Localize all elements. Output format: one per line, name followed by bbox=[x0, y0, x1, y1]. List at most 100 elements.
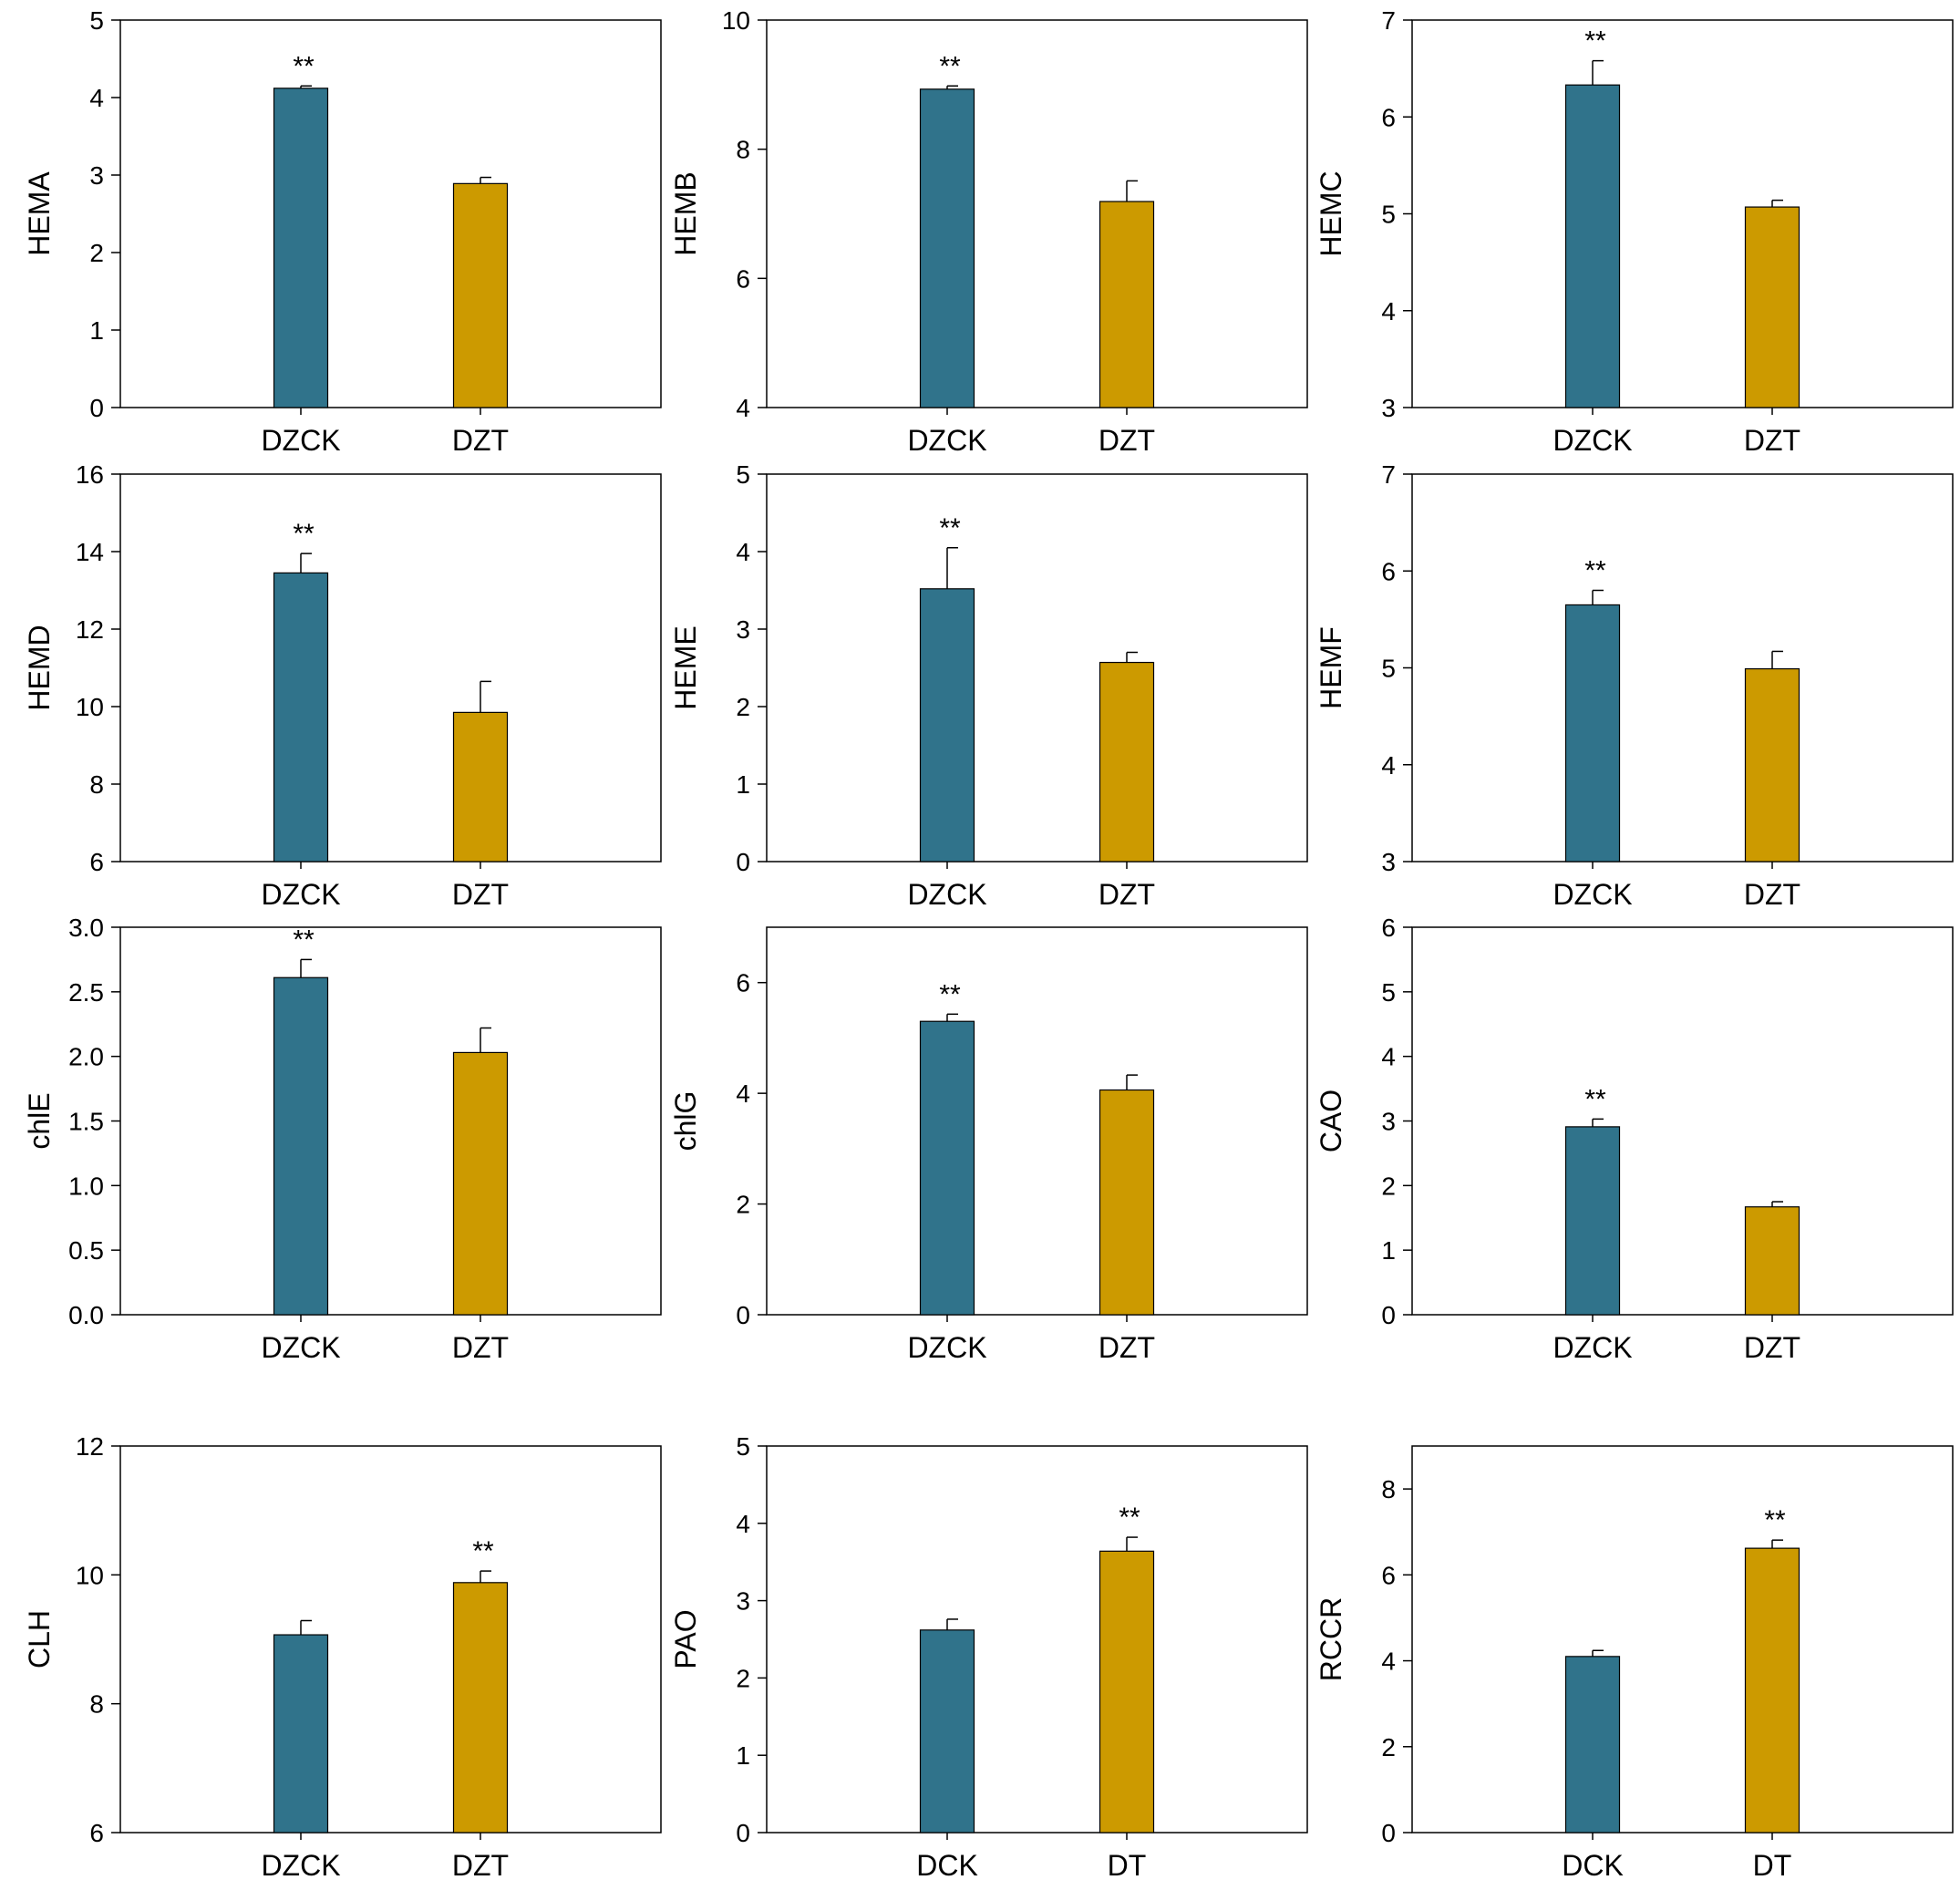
x-category-label: DZT bbox=[1099, 424, 1155, 457]
x-category-label: DZCK bbox=[261, 878, 340, 911]
y-tick-label: 6 bbox=[1381, 1561, 1396, 1589]
chart-panel-hemc: 3 4 5 6 7 HEMC ** DZCK DZT bbox=[1315, 6, 1954, 457]
bar-dzt bbox=[1744, 1206, 1800, 1316]
x-category-label: DZT bbox=[452, 1331, 509, 1364]
y-axis-label: HEMC bbox=[1315, 170, 1347, 256]
x-category-label: DT bbox=[1108, 1849, 1147, 1880]
bar-dzt bbox=[452, 182, 509, 408]
x-category-label: DZT bbox=[452, 424, 509, 457]
x-category-label: DZT bbox=[452, 1849, 509, 1880]
x-category-label: DZT bbox=[1744, 424, 1800, 457]
y-tick-label: 4 bbox=[1381, 297, 1396, 325]
x-category-label: DZCK bbox=[907, 1331, 986, 1364]
significance-marker: ** bbox=[1584, 1084, 1606, 1114]
y-axis-label: HEME bbox=[669, 625, 702, 709]
x-category-label: DT bbox=[1753, 1849, 1792, 1880]
x-category-label: DZCK bbox=[261, 424, 340, 457]
x-category-label: DZCK bbox=[907, 878, 986, 911]
y-tick-label: 4 bbox=[736, 538, 750, 566]
plot-frame bbox=[766, 473, 1308, 863]
bar-dzck bbox=[1564, 1126, 1621, 1316]
plot-frame bbox=[119, 926, 662, 1316]
y-axis-label: RCCR bbox=[1315, 1597, 1347, 1681]
bar-dzck bbox=[1564, 84, 1621, 408]
chart-panel-rccr: 0 2 4 6 8 RCCR DCK ** DT bbox=[1315, 1445, 1954, 1880]
x-category-label: DZCK bbox=[1553, 424, 1632, 457]
y-axis-label: PAO bbox=[669, 1609, 702, 1668]
y-axis-label: chlG bbox=[669, 1091, 702, 1152]
y-tick-label: 10 bbox=[76, 1561, 104, 1589]
y-tick-label: 6 bbox=[1381, 914, 1396, 942]
y-tick-label: 1.5 bbox=[68, 1108, 104, 1136]
bar-dzt bbox=[1099, 1089, 1155, 1316]
y-tick-label: 2 bbox=[1381, 1733, 1396, 1761]
bar-dt bbox=[1744, 1547, 1800, 1834]
x-category-label: DCK bbox=[1562, 1849, 1624, 1880]
chart-panel-hemb: 4 6 8 10 HEMB ** DZCK DZT bbox=[669, 6, 1308, 457]
significance-marker: ** bbox=[1584, 26, 1606, 57]
chart-panel-pao: 0 1 2 3 4 5 PAO DCK ** DT bbox=[669, 1432, 1308, 1880]
y-tick-label: 4 bbox=[89, 84, 104, 112]
y-tick-label: 8 bbox=[736, 136, 750, 164]
plot-frame bbox=[119, 1445, 662, 1834]
y-tick-label: 10 bbox=[722, 6, 750, 35]
significance-marker: ** bbox=[293, 51, 315, 81]
y-tick-label: 6 bbox=[89, 1819, 104, 1847]
plot-frame bbox=[1411, 926, 1954, 1316]
y-tick-label: 2.0 bbox=[68, 1043, 104, 1071]
y-tick-label: 5 bbox=[1381, 655, 1396, 683]
y-tick-label: 8 bbox=[1381, 1475, 1396, 1503]
y-tick-label: 14 bbox=[76, 538, 104, 566]
y-tick-label: 0 bbox=[1381, 1301, 1396, 1329]
bar-dck bbox=[919, 1629, 975, 1834]
y-axis-label: HEMB bbox=[669, 171, 702, 255]
x-category-label: DZCK bbox=[261, 1849, 340, 1880]
significance-marker: ** bbox=[472, 1536, 494, 1566]
significance-marker: ** bbox=[293, 925, 315, 955]
y-tick-label: 4 bbox=[1381, 1648, 1396, 1676]
y-tick-label: 6 bbox=[89, 848, 104, 876]
y-tick-label: 4 bbox=[1381, 1043, 1396, 1071]
y-tick-label: 4 bbox=[736, 1510, 750, 1538]
y-tick-label: 1 bbox=[89, 316, 104, 345]
y-axis-label: HEMA bbox=[23, 171, 56, 256]
chart-panel-hemd: 6 8 10 12 14 16 HEMD ** DZCK DZT bbox=[23, 460, 662, 911]
significance-marker: ** bbox=[939, 979, 961, 1009]
y-tick-label: 0 bbox=[736, 848, 750, 876]
bar-dzck bbox=[919, 88, 975, 408]
plot-frame bbox=[766, 19, 1308, 408]
y-tick-label: 3 bbox=[736, 615, 750, 644]
y-tick-label: 5 bbox=[1381, 201, 1396, 229]
y-tick-label: 5 bbox=[89, 6, 104, 35]
bar-dzt bbox=[452, 1582, 509, 1834]
significance-marker: ** bbox=[1119, 1503, 1140, 1533]
y-tick-label: 0 bbox=[736, 1301, 750, 1329]
chart-panel-cao: 0 1 2 3 4 5 6 CAO ** DZCK DZT bbox=[1315, 914, 1954, 1364]
y-tick-label: 3 bbox=[1381, 1108, 1396, 1136]
y-tick-label: 12 bbox=[76, 615, 104, 644]
plot-frame bbox=[1411, 19, 1954, 408]
y-tick-label: 5 bbox=[1381, 978, 1396, 1007]
significance-marker: ** bbox=[939, 51, 961, 81]
y-tick-label: 2 bbox=[1381, 1172, 1396, 1200]
bar-dzck bbox=[919, 588, 975, 863]
y-tick-label: 0.0 bbox=[68, 1301, 104, 1329]
plot-frame bbox=[1411, 473, 1954, 863]
plot-frame bbox=[766, 1445, 1308, 1834]
bar-dzck bbox=[919, 1020, 975, 1316]
y-tick-label: 0.5 bbox=[68, 1236, 104, 1265]
y-tick-label: 1 bbox=[1381, 1236, 1396, 1265]
bar-dzt bbox=[452, 1051, 509, 1316]
bar-dzt bbox=[452, 711, 509, 863]
bar-dzt bbox=[1744, 206, 1800, 408]
x-category-label: DZCK bbox=[1553, 1331, 1632, 1364]
y-axis-label: CLH bbox=[23, 1610, 56, 1668]
y-tick-label: 3 bbox=[1381, 394, 1396, 422]
y-tick-label: 0 bbox=[1381, 1819, 1396, 1847]
y-tick-label: 3.0 bbox=[68, 914, 104, 942]
y-tick-label: 6 bbox=[1381, 557, 1396, 585]
plot-frame bbox=[119, 473, 662, 863]
y-tick-label: 6 bbox=[736, 264, 750, 293]
bar-dzt bbox=[1099, 201, 1155, 408]
y-tick-label: 3 bbox=[736, 1587, 750, 1616]
